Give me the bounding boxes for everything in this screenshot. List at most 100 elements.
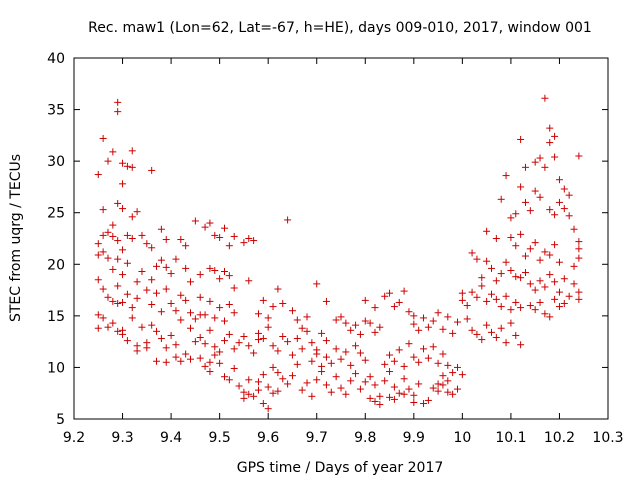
data-point (220, 337, 228, 345)
data-point (454, 318, 462, 326)
data-point (483, 321, 491, 329)
data-point (211, 231, 219, 239)
data-point (512, 331, 520, 339)
data-point (342, 390, 350, 398)
data-point (575, 152, 583, 160)
data-point (148, 276, 156, 284)
data-point (99, 285, 107, 293)
data-point (148, 166, 156, 174)
data-point (546, 251, 554, 259)
data-point (337, 313, 345, 321)
data-point (148, 301, 156, 309)
data-point (225, 376, 233, 384)
data-point (458, 296, 466, 304)
data-point (298, 324, 306, 332)
data-point (507, 233, 515, 241)
data-point (541, 94, 549, 102)
data-point (492, 277, 500, 285)
data-point (517, 230, 525, 238)
data-point (415, 380, 423, 388)
data-point (570, 280, 578, 288)
data-point (347, 326, 355, 334)
data-point (104, 254, 112, 262)
data-point (216, 304, 224, 312)
data-point (225, 330, 233, 338)
data-point (551, 295, 559, 303)
data-point (521, 252, 529, 260)
data-point (570, 262, 578, 270)
data-point (555, 288, 563, 296)
data-point (517, 274, 525, 282)
data-point (560, 299, 568, 307)
data-point (230, 232, 238, 240)
data-point (225, 301, 233, 309)
data-point (478, 274, 486, 282)
data-point (119, 246, 127, 254)
data-point (342, 348, 350, 356)
data-point (517, 135, 525, 143)
data-point (502, 339, 510, 347)
y-axis-label: STEC from uqrg / TECUs (8, 154, 24, 322)
data-point (521, 198, 529, 206)
data-point (143, 240, 151, 248)
data-point (162, 344, 170, 352)
data-point (429, 317, 437, 325)
data-point (575, 245, 583, 253)
data-point (114, 199, 122, 207)
data-point (114, 282, 122, 290)
data-point (196, 293, 204, 301)
data-point (133, 278, 141, 286)
data-point (483, 227, 491, 235)
data-point (157, 225, 165, 233)
data-point (468, 326, 476, 334)
data-point (424, 396, 432, 404)
data-point (191, 338, 199, 346)
data-point (555, 258, 563, 266)
data-point (94, 324, 102, 332)
data-point (153, 357, 161, 365)
data-point (536, 154, 544, 162)
x-tick-label: 10.1 (495, 430, 526, 446)
data-point (288, 351, 296, 359)
data-point (517, 341, 525, 349)
data-point (463, 302, 471, 310)
data-point (526, 302, 534, 310)
data-point (109, 319, 117, 327)
data-point (415, 326, 423, 334)
data-point (245, 376, 253, 384)
data-point (245, 277, 253, 285)
data-point (546, 139, 554, 147)
data-point (94, 240, 102, 248)
data-point (342, 319, 350, 327)
data-point (531, 306, 539, 314)
data-point (274, 347, 282, 355)
data-point (371, 304, 379, 312)
data-point (245, 342, 253, 350)
data-point (497, 195, 505, 203)
data-point (293, 335, 301, 343)
data-point (371, 397, 379, 405)
data-point (182, 242, 190, 250)
data-point (439, 350, 447, 358)
data-point (123, 231, 131, 239)
data-point (347, 361, 355, 369)
data-point (560, 185, 568, 193)
data-point (206, 326, 214, 334)
data-point (361, 356, 369, 364)
data-point (444, 313, 452, 321)
data-point (119, 159, 127, 167)
data-point (439, 372, 447, 380)
data-point (546, 271, 554, 279)
data-point (220, 268, 228, 276)
data-point (201, 340, 209, 348)
data-point (123, 162, 131, 170)
data-point (167, 270, 175, 278)
data-point (468, 249, 476, 257)
data-point (240, 239, 248, 247)
data-point (390, 303, 398, 311)
data-point (512, 242, 520, 250)
data-point (400, 362, 408, 370)
data-point (94, 276, 102, 284)
data-point (254, 310, 262, 318)
data-point (269, 389, 277, 397)
